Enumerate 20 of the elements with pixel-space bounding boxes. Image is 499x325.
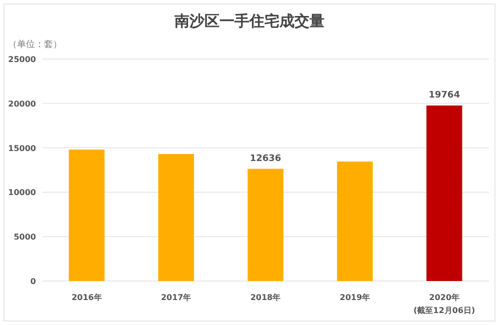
bar [158,154,194,281]
bar [68,150,105,281]
bar [248,168,284,281]
x-tick-label: 2016年 [72,293,102,302]
x-tick-label: 2019年 [340,293,370,302]
y-tick-label: 10000 [8,188,36,198]
x-tick-label: 2017年 [160,293,192,302]
y-tick-label: 5000 [14,232,36,242]
bar [426,105,462,281]
bar [337,162,373,281]
data-label: 19764 [428,90,460,100]
y-tick-label: 25000 [8,55,36,64]
x-tick-label: 2018年 [250,293,281,302]
y-tick-label: 20000 [8,99,36,108]
y-tick-label: 15000 [8,144,36,153]
y-tick-label: 0 [30,277,36,286]
data-label: 12636 [250,154,282,164]
x-tick-label: 2020年 (截至12月06日) [414,293,476,315]
y-axis-title: （单位：套） [8,39,62,50]
chart-title: 南沙区一手住宅成交量 [174,12,324,30]
